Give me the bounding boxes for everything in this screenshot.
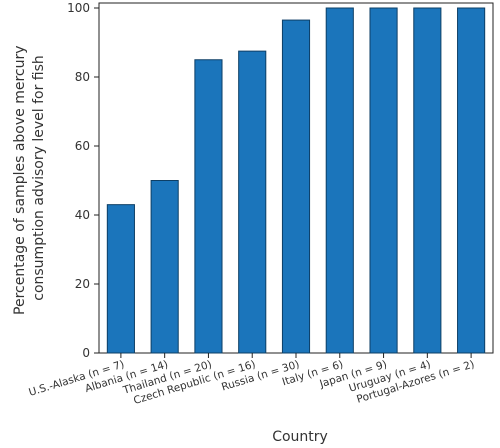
y-tick-label-5: 100	[67, 1, 90, 15]
y-axis-title-line-2: consumption advisory level for fish	[31, 55, 47, 301]
y-tick-label-4: 80	[75, 70, 90, 84]
bar-0	[106, 204, 135, 354]
bar-6	[369, 7, 398, 354]
x-axis-labels: U.S.-Alaska (n = 7)Albania (n = 14)Thail…	[27, 353, 476, 407]
bar-1	[150, 180, 179, 354]
y-tick-label-2: 40	[75, 208, 90, 222]
bar-4	[281, 19, 311, 354]
x-axis-title: Country	[272, 429, 328, 445]
bar-8	[457, 7, 486, 354]
y-axis: 0 20 40 60 80 100	[67, 1, 99, 360]
bars	[106, 7, 486, 354]
y-axis-title: Percentage of samples above mercury cons…	[12, 41, 47, 315]
bar-2	[194, 59, 223, 354]
bar-7	[413, 7, 442, 354]
y-tick-label-1: 20	[75, 277, 90, 291]
y-tick-label-3: 60	[75, 139, 90, 153]
y-axis-title-line-1: Percentage of samples above mercury	[12, 45, 28, 315]
bar-5	[325, 7, 354, 354]
y-tick-label-0: 0	[82, 346, 90, 360]
bar-3	[238, 50, 267, 354]
